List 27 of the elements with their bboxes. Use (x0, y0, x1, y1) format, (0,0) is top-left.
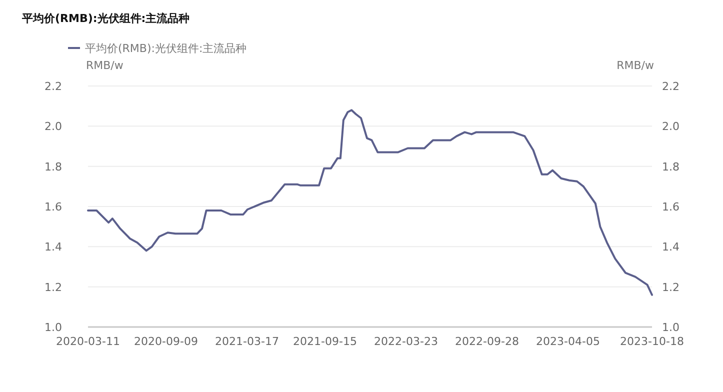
y2-tick-label: 2.2 (662, 80, 680, 93)
chart-title: 平均价(RMB):光伏组件:主流品种 (21, 12, 190, 25)
y-tick-label: 1.6 (44, 200, 62, 214)
x-tick-label: 2020-09-09 (134, 335, 198, 348)
y2-tick-label: 1.6 (662, 200, 680, 214)
y2-tick-label: 1.0 (662, 321, 680, 334)
y-tick-label: 1.2 (44, 280, 62, 294)
y-tick-label: 1.8 (44, 160, 62, 174)
x-tick-label: 2021-03-17 (215, 335, 279, 348)
x-tick-label: 2023-04-05 (536, 335, 600, 348)
y2-tick-label: 1.4 (662, 240, 680, 254)
y2-tick-label: 1.8 (662, 160, 680, 174)
x-tick-label: 2023-10-18 (620, 335, 684, 348)
line-series (87, 109, 653, 296)
y-tick-label: 2.2 (44, 80, 62, 93)
x-tick-label: 2022-03-23 (374, 335, 438, 348)
legend-label: 平均价(RMB):光伏组件:主流品种 (85, 42, 247, 55)
y-tick-label: 1.4 (44, 240, 62, 254)
x-tick-label: 2020-03-11 (56, 335, 120, 348)
y2-axis-title: RMB/w (616, 59, 654, 72)
y-tick-label: 1.0 (44, 321, 62, 334)
y2-tick-label: 2.0 (662, 120, 680, 134)
x-tick-label: 2021-09-15 (293, 335, 357, 348)
y-axis-title: RMB/w (86, 59, 124, 72)
x-tick-label: 2022-09-28 (455, 335, 519, 348)
y2-tick-label: 1.2 (662, 280, 680, 294)
y-tick-label: 2.0 (44, 120, 62, 134)
